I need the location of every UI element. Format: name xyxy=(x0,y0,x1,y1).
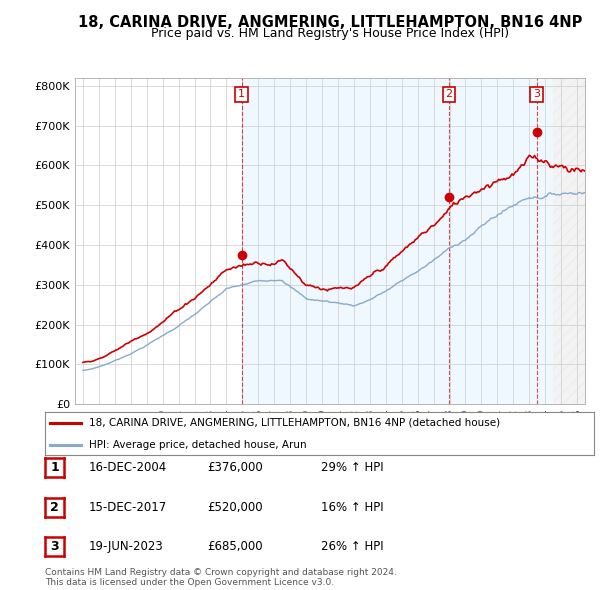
Text: 15-DEC-2017: 15-DEC-2017 xyxy=(88,501,166,514)
Text: 18, CARINA DRIVE, ANGMERING, LITTLEHAMPTON, BN16 4NP (detached house): 18, CARINA DRIVE, ANGMERING, LITTLEHAMPT… xyxy=(89,418,500,428)
Text: 26% ↑ HPI: 26% ↑ HPI xyxy=(321,540,383,553)
Bar xyxy=(553,78,585,404)
Text: Price paid vs. HM Land Registry's House Price Index (HPI): Price paid vs. HM Land Registry's House … xyxy=(151,27,509,40)
Text: 3: 3 xyxy=(533,89,540,99)
Bar xyxy=(242,78,553,404)
Text: 3: 3 xyxy=(50,540,59,553)
Text: 16% ↑ HPI: 16% ↑ HPI xyxy=(321,501,383,514)
Text: 2: 2 xyxy=(50,501,59,514)
Text: 16-DEC-2004: 16-DEC-2004 xyxy=(88,461,166,474)
Text: £520,000: £520,000 xyxy=(207,501,263,514)
Text: £685,000: £685,000 xyxy=(207,540,263,553)
Text: HPI: Average price, detached house, Arun: HPI: Average price, detached house, Arun xyxy=(89,440,307,450)
Text: 1: 1 xyxy=(238,89,245,99)
Text: 29% ↑ HPI: 29% ↑ HPI xyxy=(321,461,383,474)
Text: 1: 1 xyxy=(50,461,59,474)
Text: 19-JUN-2023: 19-JUN-2023 xyxy=(88,540,163,553)
Text: £376,000: £376,000 xyxy=(207,461,263,474)
Text: 18, CARINA DRIVE, ANGMERING, LITTLEHAMPTON, BN16 4NP: 18, CARINA DRIVE, ANGMERING, LITTLEHAMPT… xyxy=(78,15,582,30)
Text: 2: 2 xyxy=(445,89,452,99)
Text: Contains HM Land Registry data © Crown copyright and database right 2024.
This d: Contains HM Land Registry data © Crown c… xyxy=(45,568,397,587)
